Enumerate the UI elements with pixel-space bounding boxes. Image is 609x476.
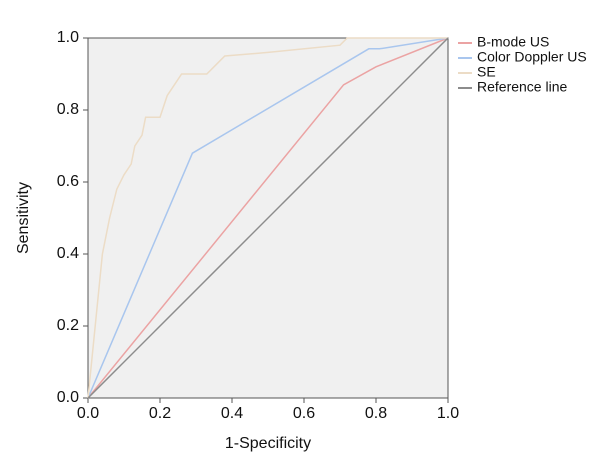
x-tick-label: 0.4 xyxy=(221,405,243,422)
x-tick-label: 0.0 xyxy=(77,405,99,422)
x-tick-label: 0.2 xyxy=(149,405,171,422)
y-tick-label: 0.4 xyxy=(57,245,79,262)
legend-label: B-mode US xyxy=(477,34,549,50)
y-axis-label: Sensitivity xyxy=(15,182,32,254)
x-axis-label: 1-Specificity xyxy=(225,435,311,452)
series-line xyxy=(87,37,449,399)
x-tick-label: 0.6 xyxy=(293,405,315,422)
series-line xyxy=(87,37,449,399)
legend-label: Color Doppler US xyxy=(477,49,587,65)
legend-label: Reference line xyxy=(477,79,567,95)
series-line xyxy=(87,37,448,399)
x-tick-label: 1.0 xyxy=(437,405,459,422)
legend-label: SE xyxy=(477,64,496,80)
y-tick-label: 0.2 xyxy=(57,317,79,334)
y-tick-label: 1.0 xyxy=(57,29,79,46)
x-tick-label: 0.8 xyxy=(365,405,387,422)
y-tick-label: 0.0 xyxy=(57,389,79,406)
series-line xyxy=(87,37,449,399)
y-tick-label: 0.6 xyxy=(57,173,79,190)
y-tick-label: 0.8 xyxy=(57,101,79,118)
